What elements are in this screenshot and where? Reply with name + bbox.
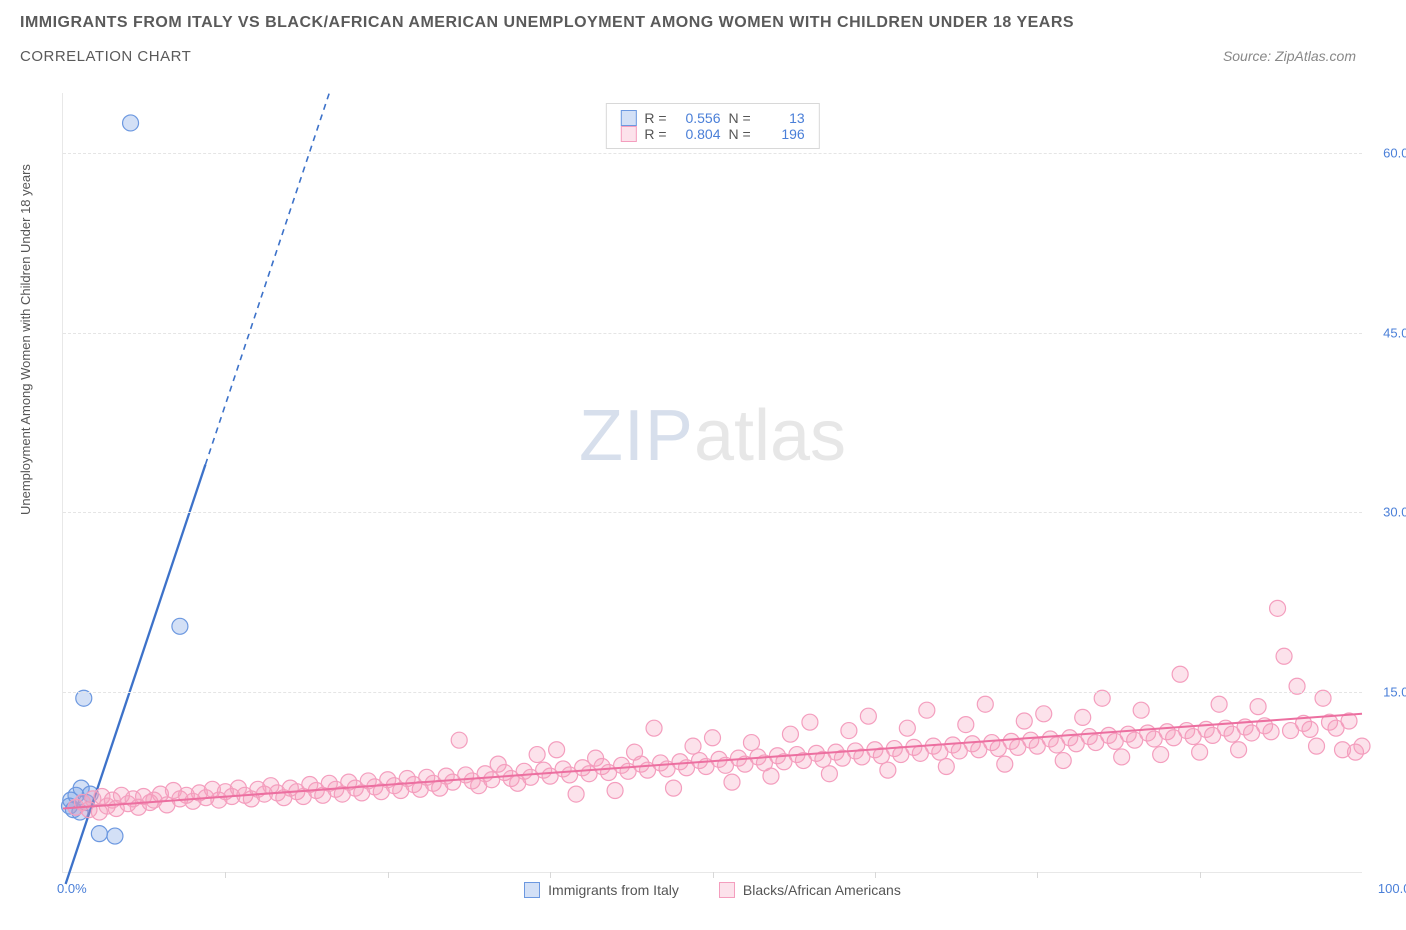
chart-title: IMMIGRANTS FROM ITALY VS BLACK/AFRICAN A… bbox=[20, 14, 1386, 32]
legend-item-0: Immigrants from Italy bbox=[524, 882, 679, 898]
swatch-icon bbox=[719, 882, 735, 898]
chart-subtitle: CORRELATION CHART bbox=[20, 48, 191, 65]
scatter-svg bbox=[63, 93, 1362, 872]
y-axis-label: Unemployment Among Women with Children U… bbox=[18, 164, 33, 515]
swatch-icon bbox=[524, 882, 540, 898]
y-tick-label: 45.0% bbox=[1383, 325, 1406, 340]
legend-row-series-0: R = 0.556 N = 13 bbox=[620, 110, 804, 126]
swatch-icon bbox=[620, 110, 636, 126]
y-tick-label: 30.0% bbox=[1383, 505, 1406, 520]
y-tick-label: 60.0% bbox=[1383, 145, 1406, 160]
x-tick-max: 100.0% bbox=[1378, 881, 1406, 896]
chart-area: Unemployment Among Women with Children U… bbox=[20, 85, 1386, 905]
header: IMMIGRANTS FROM ITALY VS BLACK/AFRICAN A… bbox=[0, 0, 1406, 65]
legend-item-1: Blacks/African Americans bbox=[719, 882, 901, 898]
legend-row-series-1: R = 0.804 N = 196 bbox=[620, 126, 804, 142]
swatch-icon bbox=[620, 126, 636, 142]
source-label: Source: ZipAtlas.com bbox=[1223, 48, 1356, 64]
series-legend: Immigrants from Italy Blacks/African Ame… bbox=[63, 882, 1362, 898]
plot-region: ZIPatlas R = 0.556 N = 13 R = 0.804 N = … bbox=[62, 93, 1362, 873]
y-tick-label: 15.0% bbox=[1383, 685, 1406, 700]
correlation-legend: R = 0.556 N = 13 R = 0.804 N = 196 bbox=[605, 103, 819, 149]
